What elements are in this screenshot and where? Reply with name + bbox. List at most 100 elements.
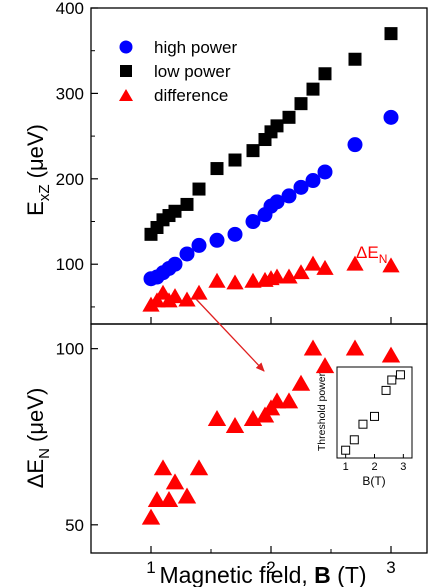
legend-high-power-label: high power	[154, 38, 238, 57]
top-point-high-power	[293, 179, 309, 195]
bottom-y-tick-label: 100	[56, 340, 84, 359]
bottom-data-points	[141, 339, 401, 525]
top-point-low-power	[228, 153, 242, 167]
bottom-x-tick-label: 3	[386, 558, 395, 577]
bottom-point-difference	[381, 346, 401, 363]
inset-x-tick-label: 3	[400, 461, 406, 473]
inset-point	[349, 435, 359, 445]
top-point-low-power	[318, 67, 332, 81]
top-point-high-power	[317, 164, 333, 180]
bottom-point-difference	[165, 473, 185, 490]
bottom-x-tick-label: 1	[146, 558, 155, 577]
top-y-tick-label: 200	[56, 170, 84, 189]
top-y-axis-label-unit: (μeV)	[23, 124, 48, 184]
top-y-axis-label-sub: xZ	[36, 185, 53, 202]
x-axis-label-bold: B	[314, 562, 331, 587]
top-point-low-power	[384, 27, 398, 41]
inset-y-axis-label: Threshold power	[316, 372, 328, 451]
inset-point	[341, 445, 351, 455]
inset-data-points	[341, 370, 405, 455]
bottom-point-difference	[345, 339, 365, 356]
top-point-high-power	[209, 232, 225, 248]
top-point-high-power	[269, 194, 285, 210]
top-point-low-power	[192, 182, 206, 196]
inset-x-tick-label: 1	[343, 461, 349, 473]
bottom-y-axis-label-unit: (μeV)	[23, 388, 48, 448]
bottom-point-difference	[153, 459, 173, 476]
bottom-point-difference	[303, 339, 323, 356]
top-point-low-power	[246, 144, 260, 158]
top-point-low-power	[306, 82, 320, 96]
bottom-plot-frame	[90, 323, 428, 554]
top-point-difference	[148, 292, 166, 308]
inset-point	[395, 370, 405, 380]
delta-en-annotation: ΔEN	[356, 243, 387, 266]
top-point-low-power	[270, 119, 284, 133]
bottom-point-difference	[315, 357, 335, 374]
inset-point	[358, 419, 368, 429]
bottom-point-difference	[177, 487, 197, 504]
top-point-high-power	[179, 246, 195, 262]
bottom-point-difference	[267, 392, 287, 409]
bottom-point-difference	[207, 410, 227, 426]
x-axis-label-text: Magnetic field,	[159, 562, 314, 587]
top-point-high-power	[281, 188, 297, 204]
delta-en-annotation-subscript: N	[379, 252, 388, 266]
top-data-points	[142, 27, 400, 312]
top-point-difference	[166, 288, 184, 304]
bottom-x-tick-label: 2	[266, 558, 275, 577]
top-point-low-power	[210, 162, 224, 176]
top-point-high-power	[245, 214, 261, 230]
top-y-tick-label: 100	[56, 255, 84, 274]
bottom-y-axis-label-sub: N	[36, 448, 53, 459]
legend: high power low power difference	[119, 38, 238, 105]
inset-chart: 1 2 3 Threshold power B(T)	[316, 366, 413, 488]
top-point-difference	[316, 259, 334, 275]
top-point-difference	[346, 255, 364, 271]
top-point-low-power	[348, 52, 362, 66]
bottom-point-difference	[147, 491, 167, 507]
legend-difference-label: difference	[154, 86, 228, 105]
bottom-point-difference	[141, 508, 161, 525]
inset-point	[370, 411, 379, 421]
bottom-axis-ticks: 50 100 1 2 3	[56, 340, 396, 577]
bottom-point-difference	[189, 459, 209, 476]
top-point-high-power	[347, 137, 363, 153]
legend-low-power-marker	[120, 65, 132, 77]
inset-point	[387, 375, 397, 385]
bottom-point-difference	[279, 392, 299, 409]
top-axis-ticks: 100 200 300 400	[56, 0, 392, 324]
top-point-difference	[382, 257, 400, 273]
top-point-difference	[304, 255, 322, 271]
top-point-difference	[190, 284, 208, 300]
panel-connection-arrow	[195, 298, 265, 372]
top-point-high-power	[167, 256, 183, 272]
top-point-low-power	[294, 97, 308, 111]
top-point-high-power	[305, 173, 321, 189]
x-axis-label-unit: (T)	[331, 562, 367, 587]
x-axis-label: Magnetic field, B (T)	[159, 562, 366, 587]
top-y-axis-label: ExZ (μeV)	[23, 124, 53, 216]
bottom-y-axis-label: ΔEN (μeV)	[23, 388, 53, 489]
top-point-difference	[268, 268, 286, 284]
inset-x-axis-label: B(T)	[362, 474, 385, 488]
top-point-high-power	[191, 237, 207, 253]
bottom-y-tick-label: 50	[65, 516, 84, 535]
top-point-difference	[244, 272, 262, 288]
top-plot-frame	[90, 7, 428, 325]
top-y-tick-label: 400	[56, 0, 84, 18]
top-point-difference	[292, 264, 310, 280]
top-y-tick-label: 300	[56, 84, 84, 103]
inset-point	[381, 385, 391, 395]
top-point-difference	[178, 291, 196, 307]
bottom-point-difference	[159, 491, 179, 507]
top-point-difference	[208, 272, 226, 288]
top-point-difference	[280, 268, 298, 284]
top-point-difference	[226, 274, 244, 290]
top-point-high-power	[227, 226, 243, 242]
legend-difference-marker	[119, 89, 133, 101]
top-point-low-power	[168, 204, 182, 218]
top-point-high-power	[383, 109, 399, 125]
inset-x-tick-label: 2	[371, 461, 377, 473]
